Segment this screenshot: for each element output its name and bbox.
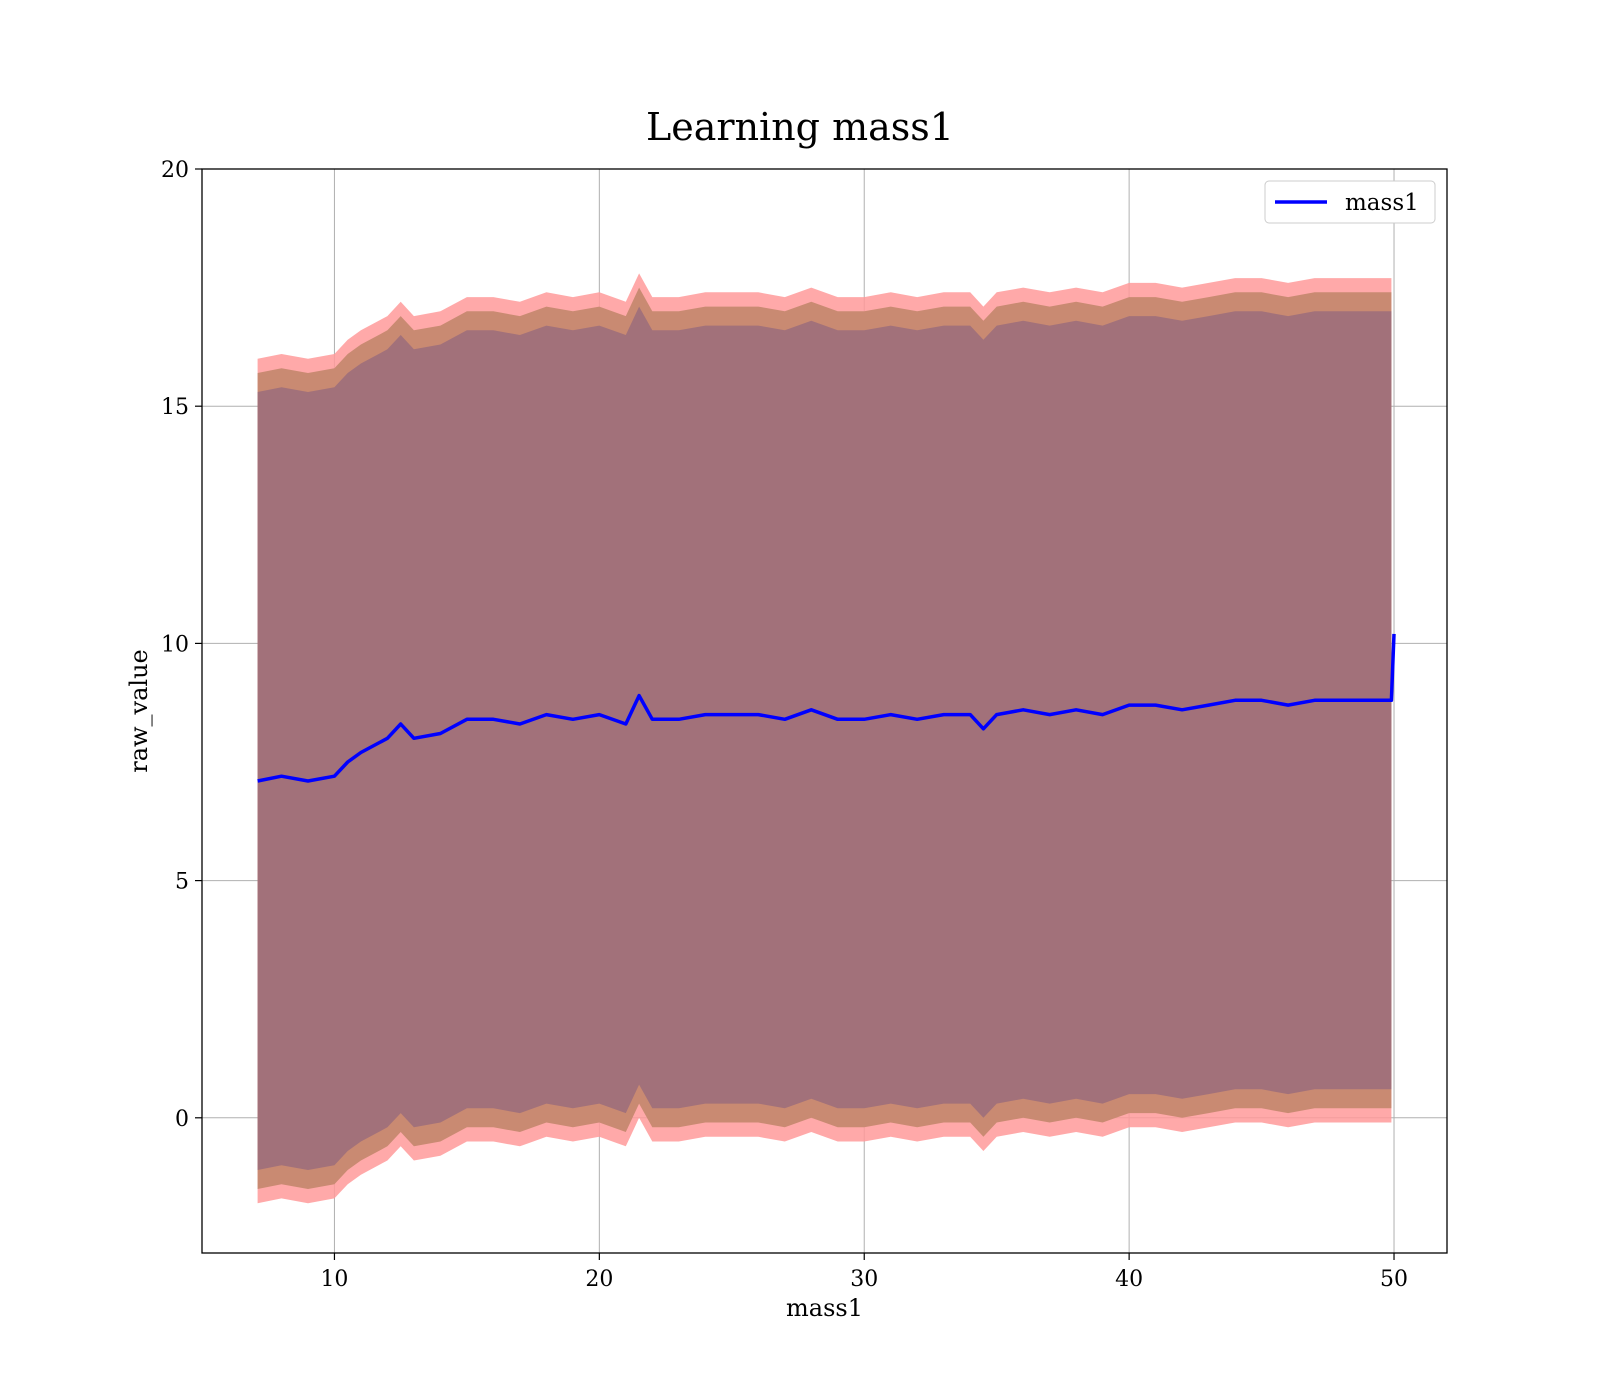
uncertainty-bands [257, 273, 1392, 1204]
plot-frame [201, 168, 1448, 1254]
ticks: 10 20 30 40 50 0 5 10 15 20 [161, 158, 1408, 1292]
x-axis-label: mass1 [786, 1294, 863, 1322]
series-layer [257, 633, 1396, 783]
y-tick-label: 0 [175, 1107, 189, 1132]
y-tick-label: 15 [161, 395, 189, 420]
x-tick-label: 40 [1115, 1267, 1143, 1292]
y-tick-label: 20 [161, 158, 189, 183]
band-inner [257, 306, 1392, 1171]
legend-box [1264, 180, 1436, 224]
x-tick-label: 10 [320, 1267, 348, 1292]
x-tick-label: 20 [585, 1267, 613, 1292]
series-line-mass1 [257, 633, 1396, 783]
y-tick-label: 5 [175, 870, 189, 895]
chart-title: Learning mass1 [646, 105, 954, 149]
x-tick-label: 30 [850, 1267, 878, 1292]
y-tick-label: 10 [161, 632, 189, 657]
x-tick-label: 50 [1380, 1267, 1408, 1292]
legend: mass1 [1264, 180, 1436, 224]
y-axis-label: raw_value [125, 649, 153, 773]
legend-label: mass1 [1345, 190, 1419, 216]
